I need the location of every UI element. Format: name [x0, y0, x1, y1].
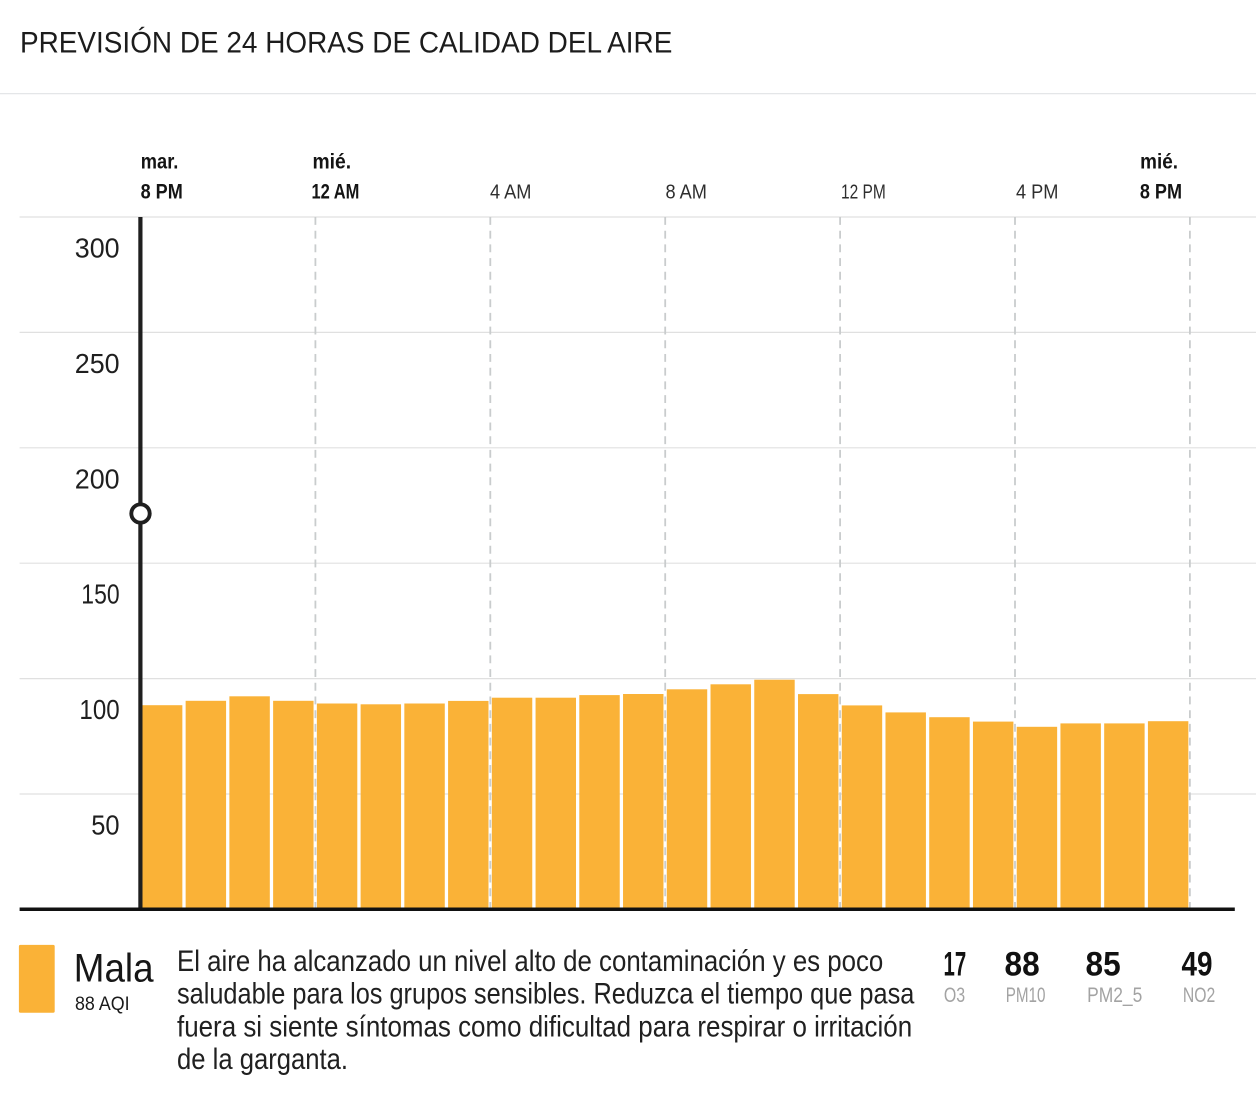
svg-text:12 AM: 12 AM	[312, 180, 360, 203]
svg-text:8 AM: 8 AM	[666, 182, 707, 204]
svg-text:12 PM: 12 PM	[841, 181, 886, 203]
svg-text:85: 85	[1086, 944, 1121, 982]
svg-text:mié.: mié.	[313, 151, 352, 174]
svg-text:300: 300	[75, 232, 120, 264]
svg-text:PM2_5: PM2_5	[1087, 985, 1142, 1008]
svg-text:saludable para los grupos sens: saludable para los grupos sensibles. Red…	[177, 977, 915, 1011]
svg-text:88 AQI: 88 AQI	[75, 992, 130, 1014]
svg-text:250: 250	[75, 347, 120, 379]
svg-text:mié.: mié.	[1140, 151, 1178, 174]
svg-text:88: 88	[1005, 944, 1040, 982]
svg-text:50: 50	[91, 809, 119, 840]
svg-text:fuera si siente síntomas como: fuera si siente síntomas como dificultad…	[177, 1010, 912, 1043]
svg-text:de la garganta.: de la garganta.	[177, 1042, 348, 1075]
svg-text:PM10: PM10	[1006, 983, 1046, 1007]
svg-text:El aire ha alcanzado un nivel: El aire ha alcanzado un nivel alto de co…	[177, 944, 883, 977]
svg-text:O3: O3	[944, 983, 965, 1007]
svg-text:mar.: mar.	[141, 150, 179, 173]
svg-text:Mala: Mala	[74, 946, 154, 991]
svg-text:8 PM: 8 PM	[141, 180, 183, 204]
svg-text:PREVISIÓN DE 24 HORAS DE CALID: PREVISIÓN DE 24 HORAS DE CALIDAD DEL AIR…	[20, 26, 672, 60]
svg-text:49: 49	[1182, 945, 1213, 983]
svg-text:200: 200	[75, 463, 120, 495]
svg-text:150: 150	[81, 580, 119, 611]
svg-text:17: 17	[944, 945, 967, 983]
svg-text:100: 100	[79, 693, 119, 725]
svg-text:4 PM: 4 PM	[1016, 182, 1058, 204]
svg-text:8 PM: 8 PM	[1140, 180, 1182, 204]
svg-text:NO2: NO2	[1183, 983, 1215, 1007]
svg-text:4 AM: 4 AM	[490, 182, 531, 204]
